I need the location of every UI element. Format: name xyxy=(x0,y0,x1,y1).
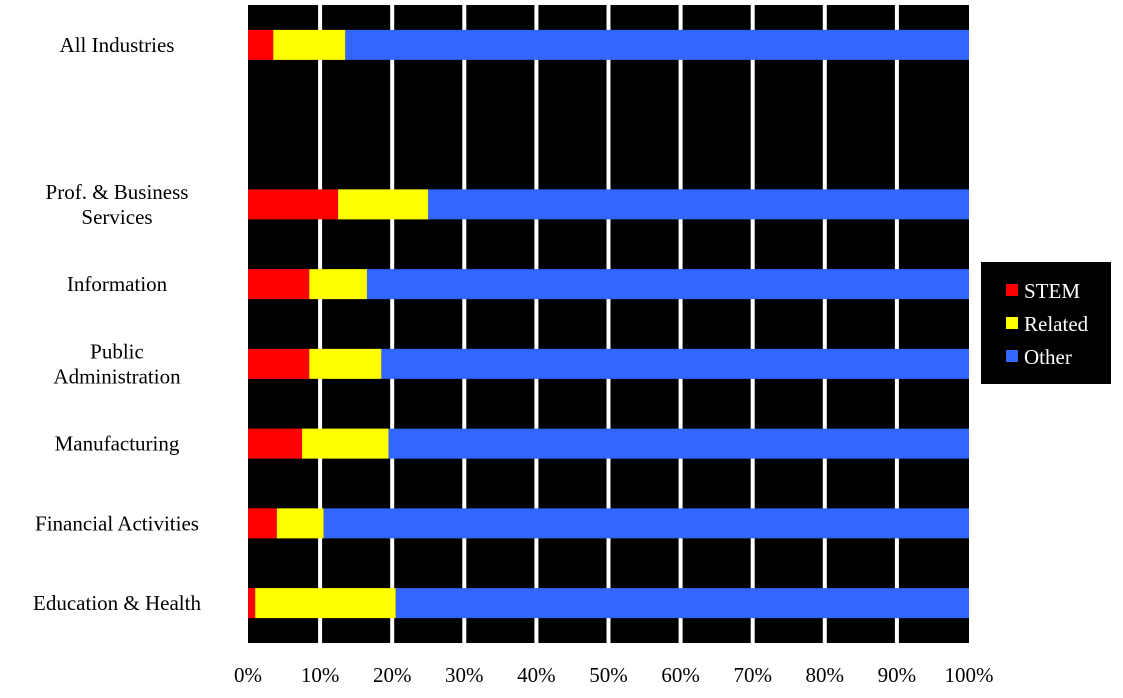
category-label: Information xyxy=(67,272,168,296)
bar-segment-stem xyxy=(248,269,310,300)
x-tick-label: 70% xyxy=(733,663,772,687)
bar-segment-related xyxy=(309,348,382,379)
bar-segment-other xyxy=(323,508,970,539)
bars xyxy=(248,29,970,619)
bar-segment-related xyxy=(309,269,367,300)
legend-swatch-stem xyxy=(1006,284,1018,296)
x-tick-label: 90% xyxy=(878,663,917,687)
category-label-line: Financial Activities xyxy=(35,511,199,535)
category-label-line: Prof. & Business xyxy=(46,180,189,204)
bar-segment-stem xyxy=(248,508,277,539)
bar-segment-stem xyxy=(248,428,303,459)
bar-segment-other xyxy=(381,348,969,379)
x-tick-label: 50% xyxy=(589,663,628,687)
bar-segment-other xyxy=(395,588,969,619)
bar-segment-stem xyxy=(248,29,274,60)
category-label-line: All Industries xyxy=(60,33,175,57)
category-label-line: Services xyxy=(81,205,152,229)
bar-segment-stem xyxy=(248,588,256,619)
category-label: Manufacturing xyxy=(55,432,180,456)
bar-segment-other xyxy=(388,428,970,459)
bar-segment-related xyxy=(302,428,389,459)
bar-segment-other xyxy=(428,189,969,220)
bar-segment-related xyxy=(273,29,346,60)
category-label-line: Education & Health xyxy=(33,591,201,615)
legend-label: STEM xyxy=(1024,279,1080,303)
x-tick-labels: 0% 10% 20% 30% 40% 50% 60% 70% 80% 90% 100% xyxy=(234,663,994,687)
bar-segment-related xyxy=(276,508,324,539)
bar-segment-other xyxy=(366,269,970,300)
bar-segment-other xyxy=(345,29,970,60)
legend-label: Related xyxy=(1024,312,1089,336)
category-label: Financial Activities xyxy=(35,511,199,535)
legend-swatch-other xyxy=(1006,350,1018,362)
category-label: All Industries xyxy=(60,33,175,57)
bar-segment-stem xyxy=(248,189,339,220)
category-label: Public Administration xyxy=(53,339,181,388)
bar-segment-related xyxy=(255,588,396,619)
legend-label: Other xyxy=(1024,345,1072,369)
legend-swatch-related xyxy=(1006,317,1018,329)
category-labels: All Industries Prof. & Business Services In… xyxy=(33,33,201,615)
x-tick-label: 20% xyxy=(373,663,412,687)
x-tick-label: 100% xyxy=(945,663,994,687)
bar-segment-related xyxy=(338,189,429,220)
category-label-line: Information xyxy=(67,272,168,296)
x-tick-label: 40% xyxy=(517,663,556,687)
bar-segment-stem xyxy=(248,348,310,379)
category-label-line: Public xyxy=(90,339,144,363)
category-label-line: Administration xyxy=(53,364,181,388)
category-label-line: Manufacturing xyxy=(55,432,180,456)
x-tick-label: 10% xyxy=(301,663,340,687)
category-label: Prof. & Business Services xyxy=(46,180,189,229)
x-tick-label: 0% xyxy=(234,663,262,687)
legend-box xyxy=(981,262,1111,384)
x-tick-label: 30% xyxy=(445,663,484,687)
category-label: Education & Health xyxy=(33,591,201,615)
x-tick-label: 80% xyxy=(806,663,845,687)
x-tick-label: 60% xyxy=(661,663,700,687)
legend: STEM Related Other xyxy=(981,262,1111,384)
